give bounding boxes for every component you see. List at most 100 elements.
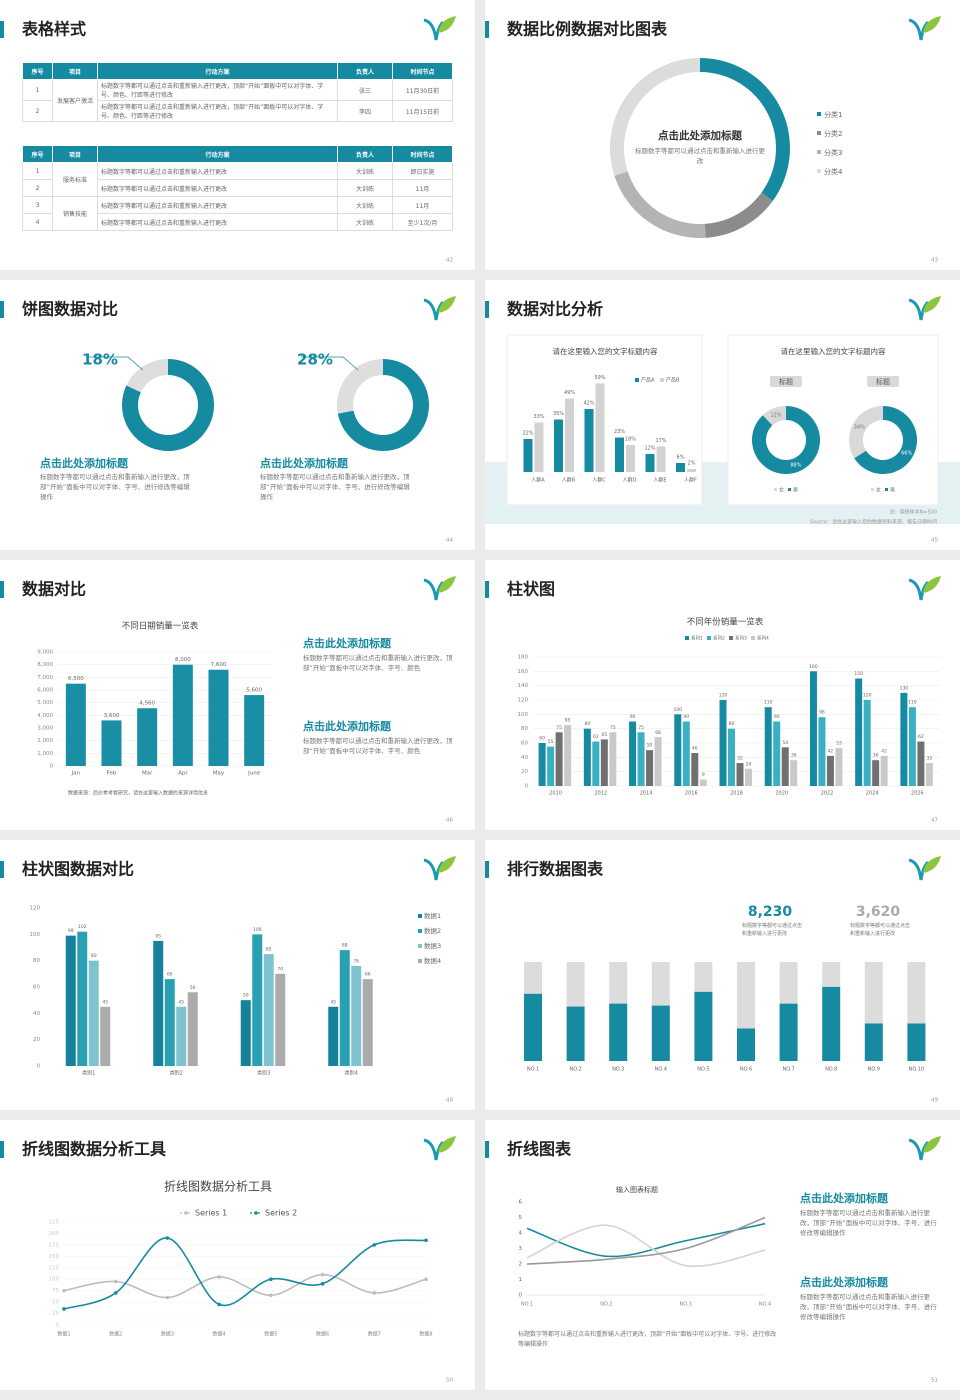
logo-stem <box>908 18 930 41</box>
stat-value: 3,620 <box>856 904 901 920</box>
y-tick-label: 120 <box>30 906 41 912</box>
table-row: 1 服务标准 标题数字等都可以通过点击和重新输入进行更改 大训练 即日实施 <box>22 162 453 197</box>
page-number: 43 <box>931 258 938 264</box>
y-tick-label: 0 <box>525 784 529 790</box>
legend-swatch <box>418 929 422 933</box>
header-cell: 序号 <box>22 62 53 80</box>
x-tick-label: 2012 <box>594 791 607 797</box>
header-cell: 项目 <box>52 62 98 80</box>
value-label: 70 <box>277 966 283 972</box>
x-tick-label: 数据6 <box>316 1331 329 1338</box>
legend-swatch <box>871 488 874 491</box>
leader-line <box>86 356 144 371</box>
value-label: 120 <box>719 693 728 699</box>
table-row: 4 标题数字等都可以通过点击和重新输入进行更改 大训练 至少1次/月 <box>22 213 453 231</box>
heading: 点击此处添加标题 <box>40 457 128 470</box>
bar <box>790 760 798 786</box>
y-tick-label: 40 <box>521 755 528 761</box>
value-label: 53 <box>836 741 842 747</box>
value-label: 80 <box>91 953 97 959</box>
bar-segment <box>779 1003 798 1061</box>
logo-leaf <box>438 16 456 33</box>
value-label: 3,600 <box>104 713 120 719</box>
cell: 2 <box>22 100 53 122</box>
bar <box>137 708 158 766</box>
point <box>113 1291 118 1295</box>
slide-title: 数据对比 <box>22 580 86 599</box>
cell: 大训练 <box>337 213 393 231</box>
y-tick-label: 2,000 <box>37 738 53 744</box>
value-label: 33% <box>533 414 544 420</box>
header-cell: 负责人 <box>337 145 393 163</box>
slide-canvas: 柱状图数据对比 48 0 20 40 60 80 100 120 类别1 99 102 80 45 类别2 9… <box>0 856 456 1104</box>
legend-swatch <box>635 378 639 382</box>
point <box>320 1282 325 1286</box>
bar <box>100 1006 111 1066</box>
bar <box>534 422 544 472</box>
slide-canvas: 折线图数据分析工具 50 折线图数据分析工具 Series 1 Series 2 0 25 5… <box>0 1136 456 1384</box>
bar <box>872 760 880 786</box>
bar-segment <box>651 962 670 1006</box>
y-tick-label: 150 <box>49 1254 60 1260</box>
x-tick-label: 2018 <box>730 791 743 797</box>
bar <box>263 954 274 1066</box>
bar <box>764 707 772 786</box>
value-label: 4,560 <box>139 701 155 707</box>
x-tick-label: 数据2 <box>109 1331 122 1338</box>
point <box>62 1307 66 1311</box>
x-tick-label: 2010 <box>549 791 562 797</box>
tag <box>867 376 899 387</box>
bar <box>781 747 789 786</box>
bar <box>538 743 546 786</box>
legend-swatch <box>418 944 422 948</box>
value-label: 75 <box>638 725 644 731</box>
value-label: 100 <box>673 707 682 713</box>
bar-segment <box>694 962 713 992</box>
value-label: 24 <box>746 761 752 767</box>
cell: 1 <box>22 79 53 101</box>
bar <box>676 463 685 472</box>
chart-title: 请在这里输入您的文字标题内容 <box>553 346 658 356</box>
bar <box>187 992 198 1066</box>
header-cell: 行动方案 <box>97 145 338 163</box>
legend-label: 数据4 <box>424 956 441 965</box>
slide-title: 折线图表 <box>507 1140 572 1159</box>
x-tick-label: Mar <box>142 771 153 777</box>
bar <box>88 960 99 1066</box>
logo-stem <box>908 578 930 601</box>
table: 序号 项目 行动方案 负责人 时间节点 1 服务标准 标题数字等都可以通过点击和重新输入进行更… <box>22 145 453 231</box>
x-tick-label: 数据7 <box>368 1331 381 1338</box>
point <box>424 1277 428 1282</box>
value-label: 102 <box>78 924 87 930</box>
legend-swatch <box>685 636 689 640</box>
legend-label: 产品A <box>641 377 655 384</box>
y-tick-label: 140 <box>518 683 529 689</box>
cell: 3 <box>22 196 53 214</box>
value-label: 110 <box>908 700 917 706</box>
title-bar <box>0 301 4 318</box>
note: Source：请在这里输入您的数据资料来源，报告日期时间 <box>810 519 937 526</box>
value-label: 85 <box>266 947 272 953</box>
bar <box>600 739 608 786</box>
bar-segment <box>822 962 841 987</box>
bar <box>835 748 843 786</box>
value-label: 35% <box>553 411 564 417</box>
bar <box>654 737 662 786</box>
bar <box>773 721 781 786</box>
paragraph: 标题数字等都可以通过点击和重新输入进行更改，顶部“开始”面板中可以对字体、字号、… <box>800 1209 937 1237</box>
value-label: 23% <box>614 429 625 435</box>
table-row: 1 发展客户激活 标题数字等都可以通过点击和重新输入进行更改，顶部“开始”面板中可以… <box>22 79 453 122</box>
page-number: 49 <box>931 1098 938 1104</box>
x-tick-label: NO.3 <box>612 1067 624 1073</box>
chart-title: 请在这里输入您的文字标题内容 <box>781 346 886 356</box>
logo-stem <box>423 18 445 41</box>
value-label: 110 <box>764 700 773 706</box>
x-tick-label: Apr <box>178 771 188 777</box>
bar <box>164 979 175 1066</box>
bar <box>687 469 696 472</box>
bar <box>736 763 744 786</box>
bar <box>153 940 164 1066</box>
bar <box>328 1006 339 1066</box>
cell: 11月30日前 <box>392 79 453 101</box>
